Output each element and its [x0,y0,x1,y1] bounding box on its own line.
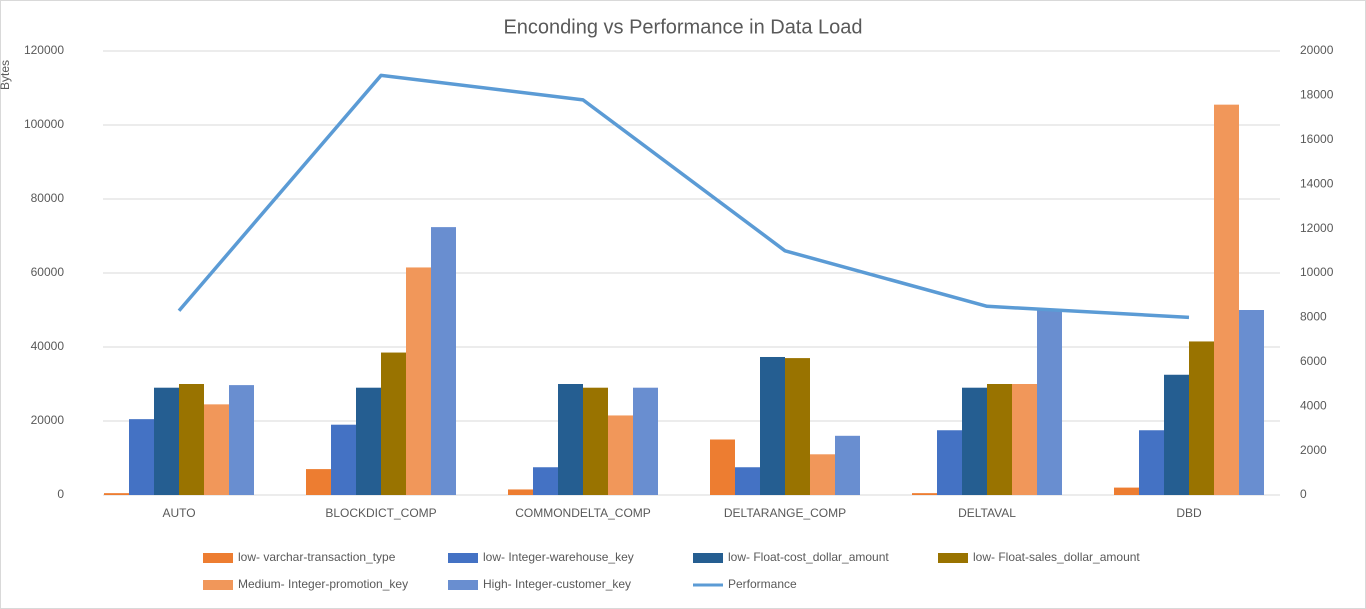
bar [735,467,760,495]
y-tick-label: 40000 [31,339,65,353]
bar [987,384,1012,495]
bar [1139,430,1164,495]
y-tick-label: 80000 [31,191,65,205]
bar [533,467,558,495]
legend-label: low- Float-sales_dollar_amount [973,550,1140,564]
y2-tick-label: 8000 [1300,310,1327,324]
bar [431,227,456,495]
bar [937,430,962,495]
bar [406,267,431,495]
bar [1239,310,1264,495]
legend-swatch [693,553,723,563]
bar [179,384,204,495]
y2-tick-label: 12000 [1300,221,1334,235]
x-tick-label: AUTO [162,506,195,520]
y-tick-label: 100000 [24,117,64,131]
x-tick-label: DBD [1176,506,1202,520]
bar [331,424,356,495]
y-tick-label: 20000 [31,413,65,427]
bar [1164,374,1189,495]
legend-label: low- Integer-warehouse_key [483,550,634,564]
line [177,73,1190,320]
bar [785,358,810,495]
y2-tick-label: 6000 [1300,354,1327,368]
legend-label: Medium- Integer-promotion_key [238,577,408,591]
x-tick-label: BLOCKDICT_COMP [325,506,436,520]
y2-tick-label: 20000 [1300,43,1334,57]
bar [1214,104,1239,496]
y2-tick-label: 16000 [1300,132,1334,146]
bar [306,469,331,495]
legend-swatch [448,553,478,563]
y2-tick-label: 18000 [1300,88,1334,102]
bar [1012,384,1037,495]
bar [508,489,533,495]
bar [154,387,179,495]
bar [835,435,860,495]
bar [204,404,229,495]
x-tick-label: DELTAVAL [958,506,1016,520]
bar [381,352,406,495]
bar [912,493,937,495]
bar [710,439,735,495]
y-tick-label: 120000 [24,43,64,57]
bar [229,385,254,495]
y2-tick-label: 14000 [1300,176,1334,190]
legend-label: Performance [728,577,797,591]
legend-label: High- Integer-customer_key [483,577,631,591]
bar [633,387,658,495]
y-tick-label: 0 [57,487,64,501]
x-tick-label: DELTARANGE_COMP [724,506,846,520]
bar [608,415,633,495]
legend-swatch [938,553,968,563]
x-tick-label: COMMONDELTA_COMP [515,506,651,520]
bar [1037,310,1062,495]
legend-swatch [203,553,233,563]
bar [104,493,129,495]
bar [1189,341,1214,495]
y2-tick-label: 4000 [1300,398,1327,412]
bar [129,419,154,495]
y-axis-label: Bytes [0,60,12,90]
y2-tick-label: 0 [1300,487,1307,501]
bar [1114,487,1139,495]
bar [810,454,835,495]
legend-label: low- varchar-transaction_type [238,550,396,564]
bar [760,356,785,495]
legend-swatch [203,580,233,590]
legend-swatch [448,580,478,590]
y2-tick-label: 2000 [1300,443,1327,457]
bar [558,384,583,495]
bar [962,387,987,495]
bar [583,387,608,495]
bar [356,387,381,495]
y-tick-label: 60000 [31,265,65,279]
chart-title: Enconding vs Performance in Data Load [503,16,862,38]
y2-tick-label: 10000 [1300,265,1334,279]
legend-label: low- Float-cost_dollar_amount [728,550,889,564]
